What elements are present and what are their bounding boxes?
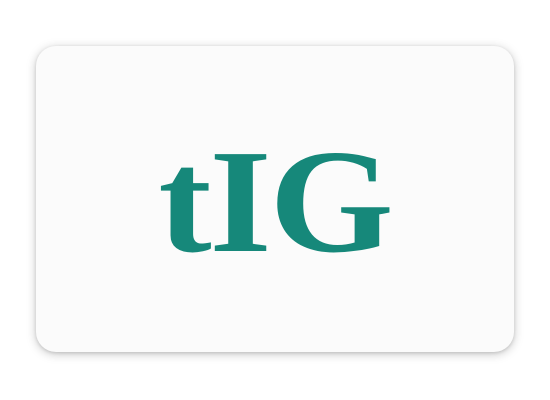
app-icon-card[interactable]: tIG (36, 46, 514, 352)
app-logo-text: tIG (158, 120, 393, 284)
